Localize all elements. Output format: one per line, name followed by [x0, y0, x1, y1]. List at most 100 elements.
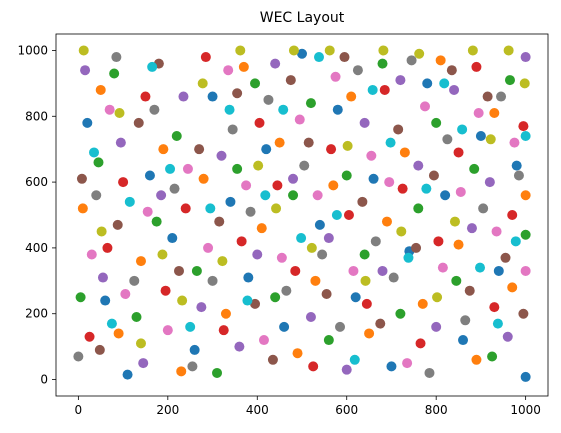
data-point: [493, 265, 504, 276]
data-point: [442, 134, 453, 145]
data-point: [503, 45, 514, 56]
data-point: [115, 137, 126, 148]
data-point: [341, 364, 352, 375]
y-tick-label: 0: [40, 373, 48, 387]
data-point: [378, 45, 389, 56]
data-point: [413, 160, 424, 171]
data-point: [346, 91, 357, 102]
data-point: [109, 68, 120, 79]
data-point: [124, 196, 135, 207]
data-point: [421, 183, 432, 194]
data-point: [171, 131, 182, 142]
data-point: [147, 61, 158, 72]
data-point: [205, 203, 216, 214]
data-point: [339, 52, 350, 63]
data-point: [236, 236, 247, 247]
data-point: [149, 104, 160, 115]
data-point: [455, 186, 466, 197]
data-point: [200, 52, 211, 63]
data-point: [223, 65, 234, 76]
data-point: [78, 45, 89, 56]
data-point: [485, 134, 496, 145]
data-point: [191, 265, 202, 276]
data-point: [279, 321, 290, 332]
data-point: [245, 206, 256, 217]
y-tick-label: 1000: [17, 43, 48, 57]
data-point: [457, 124, 468, 135]
data-point: [458, 335, 469, 346]
data-point: [323, 233, 334, 244]
data-point: [271, 203, 282, 214]
data-point: [114, 107, 125, 118]
data-point: [256, 223, 267, 234]
x-tick-label: 200: [156, 403, 179, 417]
data-point: [446, 65, 457, 76]
data-point: [203, 242, 214, 253]
data-point: [500, 252, 511, 263]
data-point: [513, 170, 524, 181]
data-point: [357, 196, 368, 207]
data-point: [122, 369, 133, 380]
data-point: [431, 117, 442, 128]
data-point: [185, 321, 196, 332]
axes-frame: [55, 33, 549, 397]
data-point: [306, 242, 317, 253]
data-point: [308, 361, 319, 372]
x-tick-label: 800: [425, 403, 448, 417]
data-point: [393, 124, 404, 135]
x-tick-label: 600: [335, 403, 358, 417]
data-point: [80, 65, 91, 76]
data-point: [131, 312, 142, 323]
data-point: [348, 265, 359, 276]
y-tick-label: 400: [25, 241, 48, 255]
data-point: [314, 219, 325, 230]
data-point: [297, 48, 307, 59]
data-point: [323, 335, 334, 346]
data-point: [321, 288, 332, 299]
data-point: [253, 160, 264, 171]
data-point: [349, 354, 360, 365]
data-point: [511, 160, 522, 171]
data-point: [187, 361, 198, 372]
data-point: [518, 121, 529, 132]
data-point: [422, 78, 433, 89]
data-point: [502, 331, 513, 342]
data-point: [420, 101, 430, 112]
data-point: [520, 190, 531, 201]
data-point: [317, 249, 328, 260]
data-point: [310, 275, 321, 286]
data-point: [406, 55, 417, 66]
data-point: [518, 308, 529, 319]
data-point: [270, 292, 281, 303]
data-point: [91, 190, 102, 201]
data-point: [449, 84, 460, 95]
data-point: [270, 58, 281, 69]
data-point: [305, 98, 316, 109]
data-point: [250, 78, 261, 89]
data-point: [312, 190, 323, 201]
data-point: [381, 216, 392, 227]
data-point: [94, 344, 105, 355]
data-point: [242, 295, 253, 306]
data-point: [82, 117, 93, 128]
data-point: [439, 78, 450, 89]
data-point: [217, 256, 228, 267]
data-point: [294, 114, 305, 125]
data-point: [341, 170, 352, 181]
data-point: [397, 183, 408, 194]
x-axis: 0 200 400 600 800 1000: [75, 396, 541, 417]
data-point: [342, 140, 353, 151]
data-point: [272, 180, 283, 191]
data-point: [243, 272, 254, 283]
data-point: [235, 45, 246, 56]
data-point: [507, 210, 518, 220]
data-point: [440, 190, 451, 201]
data-point: [359, 117, 370, 128]
data-point: [135, 338, 146, 349]
data-point: [118, 177, 129, 188]
data-point: [102, 242, 113, 253]
data-point: [278, 104, 289, 115]
points-layer: [73, 45, 531, 382]
data-point: [174, 265, 184, 276]
data-point: [232, 88, 243, 99]
